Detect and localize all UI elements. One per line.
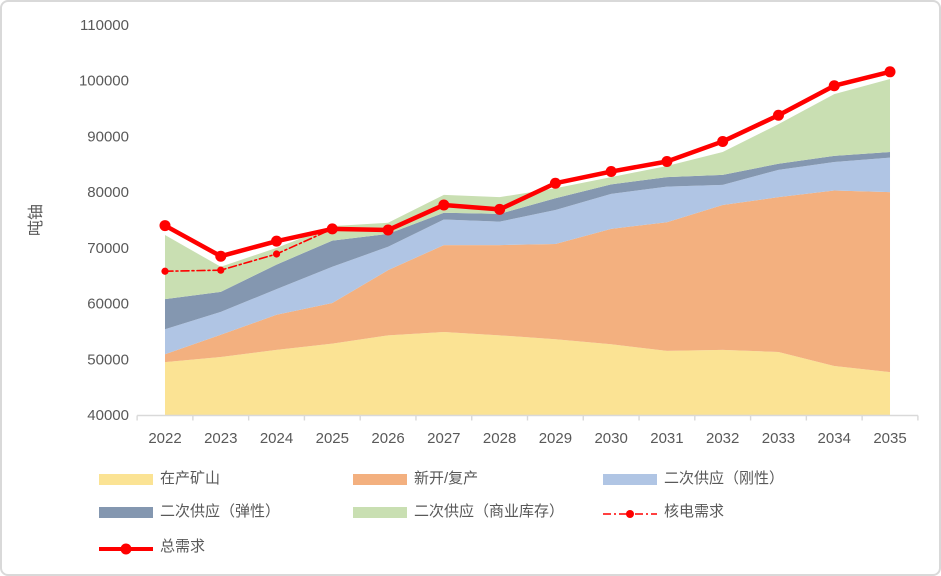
legend-item-secondary-rigid: 二次供应（刚性） — [603, 469, 784, 489]
legend-label-operating-mines: 在产矿山 — [160, 470, 221, 487]
svg-text:2033: 2033 — [762, 430, 795, 447]
svg-text:2026: 2026 — [371, 430, 404, 447]
legend-swatch-operating-mines — [99, 473, 153, 485]
svg-text:2027: 2027 — [427, 430, 460, 447]
svg-text:2034: 2034 — [818, 430, 851, 447]
svg-text:2035: 2035 — [873, 430, 906, 447]
legend-item-secondary-elastic: 二次供应（弹性） — [99, 502, 280, 522]
svg-text:2030: 2030 — [594, 430, 627, 447]
area-series-2 — [165, 157, 891, 355]
legend-line-total-demand-icon — [99, 541, 153, 555]
y-axis-labels: 40000 50000 60000 70000 80000 90000 100000 1100… — [79, 17, 129, 424]
svg-text:2028: 2028 — [483, 430, 516, 447]
svg-text:2032: 2032 — [706, 430, 739, 447]
area-series-1 — [165, 190, 891, 373]
legend-label-total-demand: 总需求 — [160, 538, 206, 555]
svg-text:2029: 2029 — [539, 430, 572, 447]
legend-item-secondary-inventory: 二次供应（商业库存） — [353, 502, 564, 522]
svg-text:60000: 60000 — [87, 296, 129, 313]
svg-text:70000: 70000 — [87, 240, 129, 257]
svg-text:100000: 100000 — [79, 73, 129, 90]
legend-item-total-demand: 总需求 — [99, 537, 205, 557]
legend-label-nuclear-demand: 核电需求 — [664, 503, 725, 520]
legend-swatch-secondary-rigid — [603, 473, 657, 485]
legend-label-new-restart: 新开/复产 — [414, 470, 479, 487]
x-axis-labels: 2022 2023 2024 2025 2026 2027 2028 2029 2030 2031… — [148, 430, 906, 447]
legend-item-nuclear-demand: 核电需求 — [603, 502, 724, 522]
svg-text:90000: 90000 — [87, 128, 129, 145]
y-axis-title: 吨铀 — [27, 204, 45, 236]
svg-text:2031: 2031 — [650, 430, 683, 447]
area-series-0 — [165, 331, 891, 415]
legend-label-secondary-elastic: 二次供应（弹性） — [160, 503, 281, 520]
svg-text:50000: 50000 — [87, 351, 129, 368]
svg-text:2025: 2025 — [316, 430, 349, 447]
svg-text:80000: 80000 — [87, 184, 129, 201]
area-series-4 — [165, 79, 891, 300]
svg-text:2024: 2024 — [260, 430, 293, 447]
stacked-areas — [165, 79, 891, 415]
legend-label-secondary-inventory: 二次供应（商业库存） — [414, 503, 565, 520]
svg-text:2023: 2023 — [204, 430, 237, 447]
svg-text:110000: 110000 — [80, 17, 129, 34]
legend-swatch-secondary-inventory — [353, 506, 407, 518]
legend-line-nuclear-demand-icon — [603, 506, 657, 518]
legend-item-new-restart: 新开/复产 — [353, 469, 478, 489]
svg-text:40000: 40000 — [87, 407, 129, 424]
x-axis — [136, 414, 919, 421]
legend-swatch-secondary-elastic — [99, 506, 153, 518]
svg-text:2022: 2022 — [148, 430, 181, 447]
legend-swatch-new-restart — [353, 473, 407, 485]
legend-item-operating-mines: 在产矿山 — [99, 469, 220, 489]
legend-label-secondary-rigid: 二次供应（刚性） — [664, 470, 785, 487]
line-series-1 — [159, 66, 896, 262]
